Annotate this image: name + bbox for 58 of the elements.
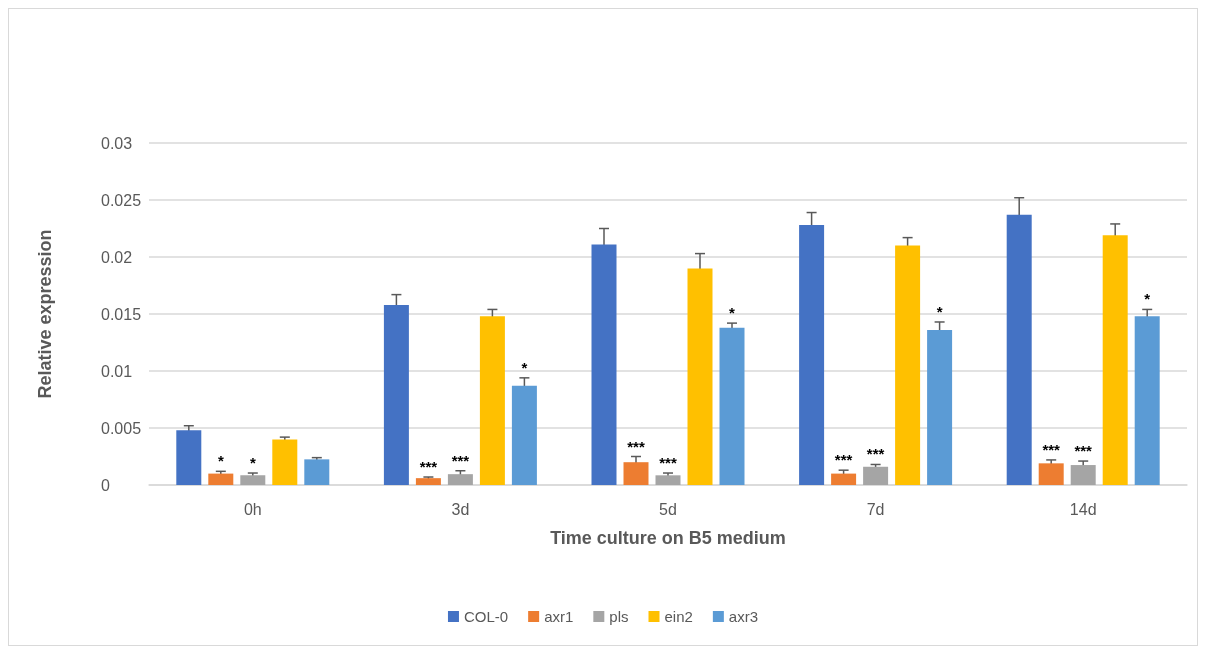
legend-label: pls xyxy=(609,608,629,625)
x-tick-label: 3d xyxy=(451,500,470,518)
data-label: * xyxy=(217,452,224,470)
data-label: * xyxy=(1144,290,1151,308)
bar xyxy=(1006,214,1032,485)
bar xyxy=(927,329,953,485)
bar xyxy=(623,462,649,485)
bar xyxy=(208,473,234,485)
bar xyxy=(415,478,441,485)
data-label: * xyxy=(936,302,943,320)
data-label: *** xyxy=(834,451,853,469)
legend-label: axr3 xyxy=(728,608,759,625)
bar xyxy=(479,316,505,485)
bar xyxy=(831,473,857,485)
y-tick-label: 0.01 xyxy=(101,362,133,380)
bar xyxy=(591,244,617,485)
y-tick-label: 0.03 xyxy=(101,134,133,152)
x-tick-label: 14d xyxy=(1069,500,1097,518)
data-label: *** xyxy=(659,454,677,472)
data-label: * xyxy=(249,454,256,472)
y-tick-label: 0 xyxy=(101,476,110,494)
data-label: *** xyxy=(1042,440,1061,458)
y-tick-label: 0.015 xyxy=(101,305,142,323)
data-label: *** xyxy=(627,437,645,455)
data-label: *** xyxy=(419,458,438,476)
bar xyxy=(895,245,921,485)
legend-label: ein2 xyxy=(664,608,693,625)
bar xyxy=(1134,316,1160,485)
x-axis-title: Time culture on B5 medium xyxy=(550,528,786,548)
bar xyxy=(1070,465,1096,485)
data-label: * xyxy=(729,304,736,322)
y-tick-label: 0.025 xyxy=(101,191,142,209)
bar xyxy=(304,459,330,485)
bar xyxy=(863,466,889,485)
bar xyxy=(687,268,713,485)
bar xyxy=(240,475,266,485)
bar xyxy=(655,475,681,485)
y-tick-label: 0.02 xyxy=(101,248,133,266)
bar xyxy=(383,304,409,485)
bar xyxy=(719,327,745,485)
bar xyxy=(799,225,825,485)
legend-label: axr1 xyxy=(544,608,574,625)
x-tick-label: 0h xyxy=(243,500,262,518)
bar xyxy=(1038,463,1064,485)
bar xyxy=(511,385,537,485)
bar xyxy=(176,430,202,485)
bar xyxy=(1102,235,1128,485)
bar xyxy=(447,474,473,485)
y-axis-title: Relative expression xyxy=(35,229,55,399)
x-tick-label: 5d xyxy=(659,500,677,518)
legend-label: COL-0 xyxy=(463,608,509,625)
data-label: *** xyxy=(1074,442,1093,460)
x-tick-label: 7d xyxy=(866,500,885,518)
data-label: * xyxy=(521,358,528,376)
data-label: *** xyxy=(866,445,885,463)
bar xyxy=(272,439,298,485)
data-label: *** xyxy=(451,451,470,469)
y-tick-label: 0.005 xyxy=(101,419,142,437)
